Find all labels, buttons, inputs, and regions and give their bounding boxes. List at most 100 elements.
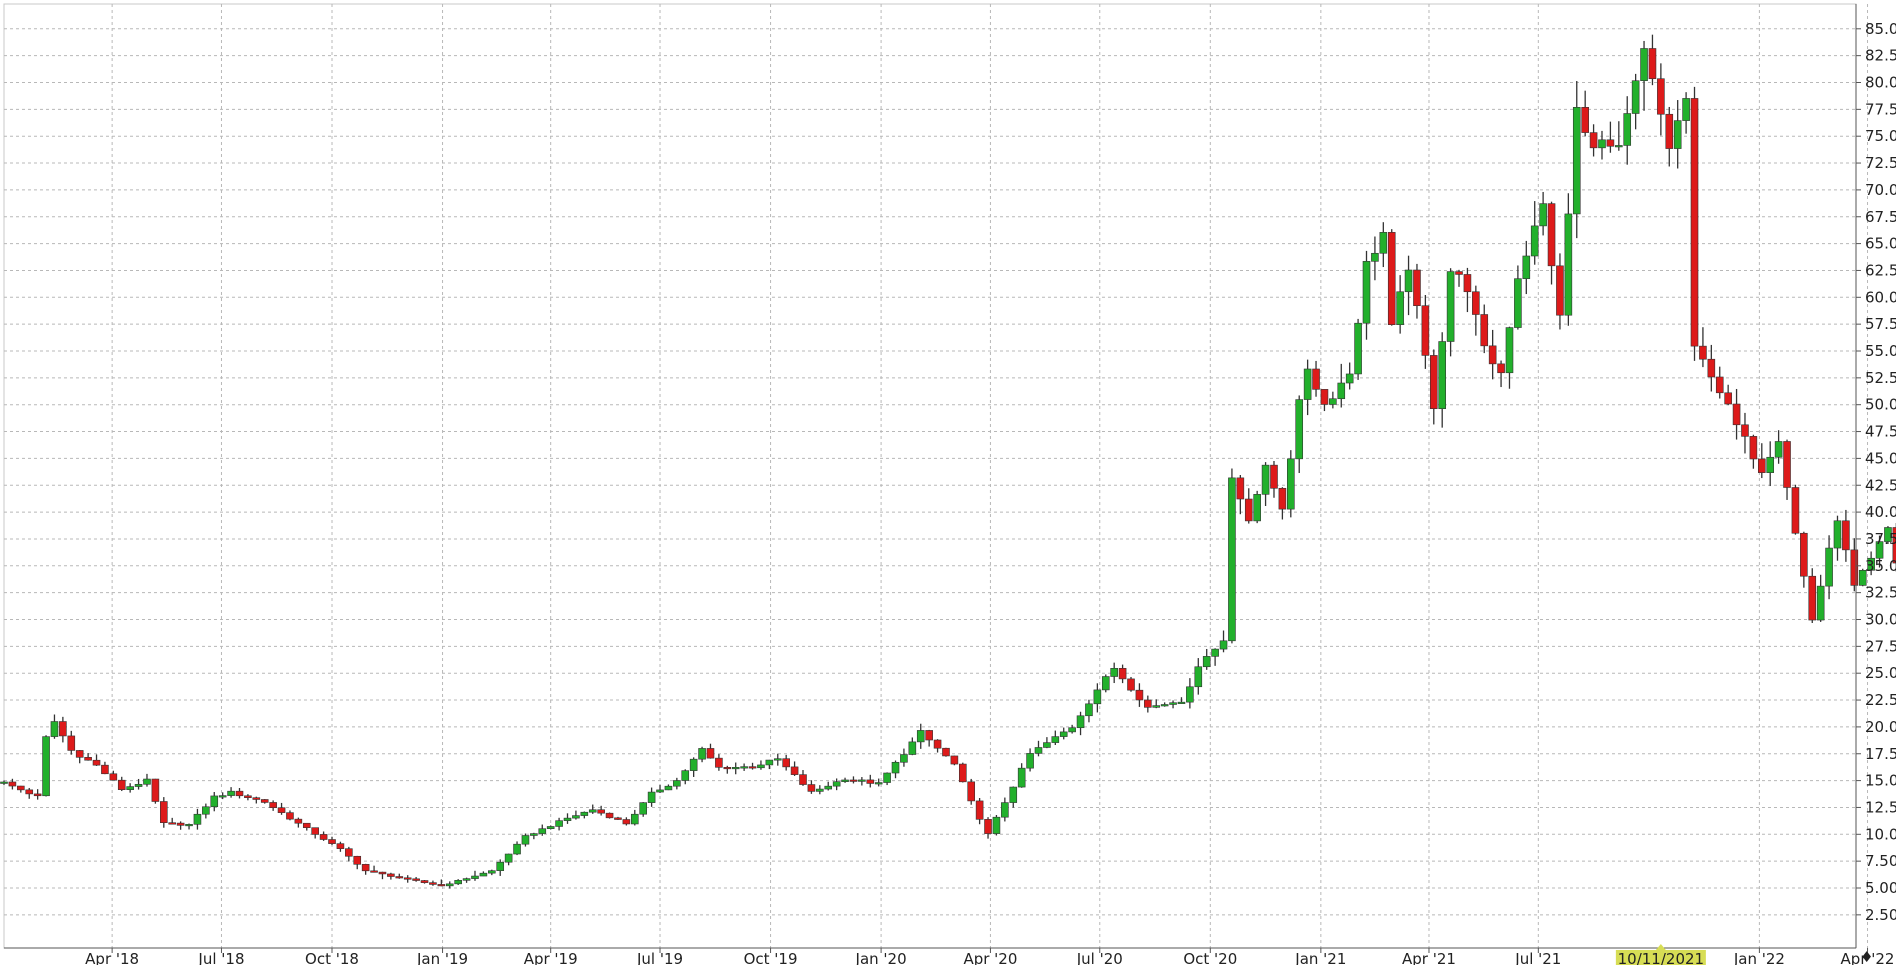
candle (1800, 532, 1807, 588)
candle-body-down (413, 879, 420, 881)
candle-body-up (825, 786, 832, 789)
candle-body-down (1758, 459, 1765, 473)
candle-body-up (875, 783, 882, 785)
candle-body-down (345, 849, 352, 857)
candle (665, 784, 672, 790)
candle (1001, 798, 1008, 822)
candle-body-down (1498, 364, 1505, 373)
candle (900, 749, 907, 767)
candle (211, 792, 218, 811)
candle (1767, 441, 1774, 486)
y-tick-label: 15.00 (1865, 772, 1896, 790)
candle (1784, 440, 1791, 500)
candle (1371, 236, 1378, 280)
candle-body-down (623, 820, 630, 824)
candle (1304, 360, 1311, 415)
y-tick-label: 47.50 (1865, 423, 1896, 441)
candle (303, 823, 310, 830)
candle (1338, 364, 1345, 408)
candle (1397, 275, 1404, 334)
candle (286, 810, 293, 820)
candle-body-down (1800, 533, 1807, 576)
candle (1128, 677, 1135, 692)
y-tick-label: 30.00 (1865, 611, 1896, 629)
candle (1531, 201, 1538, 265)
candle (329, 837, 336, 845)
candle-body-up (842, 780, 849, 782)
candle (1069, 725, 1076, 734)
candle-body-up (900, 755, 907, 763)
candle (547, 825, 554, 829)
candle (51, 715, 58, 739)
candle-body-up (564, 818, 571, 821)
candle (774, 754, 781, 766)
candle-body-up (1540, 204, 1547, 226)
candle (471, 871, 478, 881)
x-tick-label: Apr '21 (1402, 950, 1456, 965)
candle-body-up (1287, 459, 1294, 509)
candle (228, 787, 235, 798)
y-tick-label: 50.00 (1865, 396, 1896, 414)
candle (1809, 568, 1816, 623)
candle-body-up (1439, 342, 1446, 409)
candle (371, 866, 378, 873)
candle-body-up (690, 759, 697, 770)
candle (270, 800, 277, 811)
candle (1632, 74, 1639, 129)
y-tick-label: 12.50 (1865, 798, 1896, 816)
highlighted-date-label: 10/11/2021 (1618, 950, 1704, 965)
candle-body-up (1447, 272, 1454, 342)
y-tick-label: 22.50 (1865, 691, 1896, 709)
candle (379, 872, 386, 879)
candle-body-down (101, 765, 108, 774)
candle (858, 777, 865, 785)
candle-body-down (261, 799, 268, 802)
x-tick-label: Jul '20 (1076, 950, 1123, 965)
candle-body-down (421, 881, 428, 883)
y-tick-label: 25.00 (1865, 664, 1896, 682)
candle-body-down (850, 780, 857, 782)
candle (715, 754, 722, 771)
y-tick-label: 57.50 (1865, 315, 1896, 333)
candle (1287, 450, 1294, 517)
y-tick-label: 35.00 (1865, 557, 1896, 575)
candle-body-down (1716, 377, 1723, 393)
candle (505, 854, 512, 866)
candle (76, 750, 83, 763)
candle (766, 760, 773, 769)
candle-body-up (228, 791, 235, 795)
candle (17, 786, 24, 793)
candle-body-up (673, 781, 680, 787)
candle-body-down (1582, 107, 1589, 132)
candle-body-up (1, 782, 8, 784)
candle (488, 870, 495, 875)
candle-body-up (892, 762, 899, 773)
candle (1573, 81, 1580, 238)
candle (118, 777, 125, 791)
candle (1228, 469, 1235, 644)
candle-body-up (1094, 690, 1101, 704)
candle-body-down (724, 767, 731, 769)
candle (1186, 678, 1193, 708)
candle (1607, 122, 1614, 153)
candle (1792, 485, 1799, 535)
candle-body-down (791, 767, 798, 775)
candle (396, 874, 403, 879)
x-tick-label: Apr '19 (524, 950, 578, 965)
candle-body-up (455, 880, 462, 883)
candle-body-up (530, 834, 537, 836)
candle-body-up (1060, 732, 1067, 737)
candle (1329, 392, 1336, 409)
candle (1313, 361, 1320, 397)
candle-body-down (354, 856, 361, 864)
candle-body-up (1178, 702, 1185, 704)
candle-body-down (362, 864, 369, 871)
y-tick-label: 82.50 (1865, 47, 1896, 65)
candle-body-up (1363, 261, 1370, 323)
candle-body-up (1775, 441, 1782, 457)
candle (186, 824, 193, 830)
candle (1413, 264, 1420, 319)
y-tick-label: 17.50 (1865, 745, 1896, 763)
candle (1842, 510, 1849, 562)
candle (421, 880, 428, 884)
